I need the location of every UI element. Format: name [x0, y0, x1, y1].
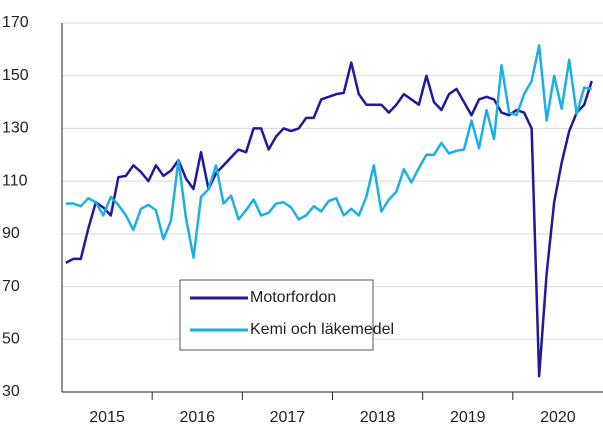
x-tick-label: 2018	[360, 409, 396, 426]
series-line	[65, 44, 592, 259]
x-tick-label: 2016	[179, 409, 215, 426]
y-tick-label: 130	[2, 120, 29, 137]
x-tick-label: 2020	[540, 409, 576, 426]
legend-label: Motorfordon	[250, 289, 336, 306]
y-tick-label: 30	[2, 383, 20, 400]
x-tick-label: 2017	[270, 409, 306, 426]
legend-box	[179, 279, 374, 351]
y-tick-label: 70	[2, 278, 20, 295]
y-tick-label: 150	[2, 67, 29, 84]
x-tick-label: 2019	[450, 409, 486, 426]
lines	[65, 44, 593, 378]
y-tick-label: 90	[2, 225, 20, 242]
x-tick-label: 2015	[89, 409, 125, 426]
y-tick-label: 110	[2, 172, 28, 189]
legend-label: Kemi och läkemedel	[250, 321, 394, 338]
y-tick-label: 170	[2, 14, 29, 31]
series-line	[65, 61, 593, 378]
y-tick-label: 50	[2, 331, 20, 348]
axes: 30 50 70 90 110 130 150 170 2015 2016 2017 2018 2019…	[2, 14, 603, 426]
